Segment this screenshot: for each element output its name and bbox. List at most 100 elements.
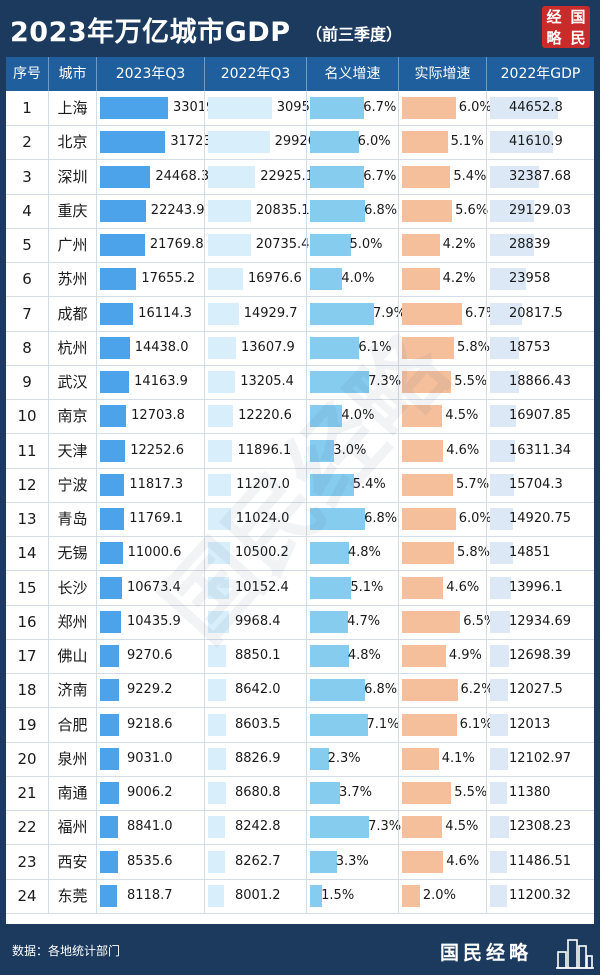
nominal-growth-cell: 6.1% [306, 330, 398, 365]
gdp-2022-cell: 12934.69 [486, 604, 594, 639]
real-growth-bar [402, 199, 453, 222]
real-growth-value: 4.1% [441, 750, 475, 766]
rank-cell: 14 [6, 536, 48, 570]
city-label: 深圳 [57, 167, 88, 186]
nominal-growth-cell: 5.1% [306, 570, 398, 605]
nominal-growth-cell: 6.0% [306, 125, 398, 160]
nominal-growth-bar [310, 234, 351, 256]
table-row: 2 北京 31723.1 29926.3 6.0% 5.1% 41610.9 [6, 125, 594, 161]
real-growth-value: 6.1% [459, 716, 493, 732]
gdp-2022q3-bar [208, 576, 229, 599]
rank-label: 4 [22, 201, 32, 220]
gdp-2022-value: 12013 [509, 716, 551, 732]
gdp-2022q3-value: 14929.7 [243, 305, 298, 321]
gdp-2023q3-value: 8118.7 [127, 887, 173, 903]
real-growth-bar [402, 371, 452, 393]
real-growth-value: 5.7% [456, 476, 490, 492]
nominal-growth-value: 6.7% [363, 100, 397, 115]
gdp-2022q3-value: 8262.7 [235, 853, 281, 869]
gdp-2023q3-value: 17655.2 [141, 271, 196, 287]
gdp-2023q3-bar [100, 302, 134, 325]
table-row: 12 宁波 11817.3 11207.0 5.4% 5.7% 15704.3 [6, 467, 594, 503]
nominal-growth-cell: 4.8% [306, 536, 398, 571]
nominal-growth-bar [310, 268, 343, 291]
gdp-2022-bar [490, 268, 527, 291]
gdp-2022-value: 14851 [509, 545, 551, 561]
real-growth-cell: 5.8% [398, 536, 490, 571]
nominal-growth-bar [310, 165, 365, 188]
gdp-2022q3-bar [208, 542, 230, 565]
city-label: 武汉 [57, 373, 88, 391]
real-growth-cell: 5.1% [398, 125, 486, 160]
city-label: 上海 [57, 99, 88, 117]
gdp-2022q3-bar [208, 439, 233, 462]
gdp-2022-cell: 13996.1 [486, 570, 594, 605]
real-growth-bar [402, 473, 454, 496]
real-growth-value: 4.6% [446, 442, 480, 458]
gdp-2022q3-cell: 14929.7 [204, 296, 306, 331]
city-cell: 郑州 [48, 604, 96, 639]
gdp-2022q3-bar [208, 884, 225, 907]
gdp-2023q3-bar [100, 576, 122, 599]
real-growth-cell: 6.7% [398, 296, 498, 331]
table-row: 3 深圳 24468.3 22925.1 6.7% 5.4% 32387.68 [6, 159, 594, 195]
gdp-2022-bar [490, 199, 535, 222]
nominal-growth-bar [310, 610, 349, 633]
header-nominal-growth: 名义增速 [306, 57, 398, 91]
rank-cell: 5 [6, 228, 48, 262]
gdp-2023q3-bar [100, 610, 122, 633]
gdp-2023q3-cell: 11000.6 [96, 536, 204, 571]
nominal-growth-bar [310, 302, 374, 325]
gdp-2023q3-value: 10673.4 [127, 579, 181, 595]
gdp-2023q3-bar [100, 165, 151, 188]
gdp-2022q3-value: 11024.0 [235, 511, 290, 526]
real-growth-cell: 5.4% [398, 159, 487, 194]
gdp-2023q3-bar [100, 473, 125, 496]
gdp-2023q3-value: 12703.8 [131, 408, 185, 424]
rank-label: 5 [22, 236, 32, 254]
gdp-2022-cell: 29129.03 [486, 193, 594, 228]
seal-char: 经 [546, 8, 562, 26]
gdp-2023q3-bar [100, 336, 130, 359]
gdp-2022q3-value: 13205.4 [240, 374, 294, 389]
nominal-growth-cell: 7.3% [306, 365, 401, 399]
gdp-2023q3-value: 11000.6 [127, 545, 182, 561]
real-growth-cell: 6.0% [398, 502, 492, 536]
gdp-2022-bar [490, 610, 510, 633]
gdp-2022q3-cell: 13205.4 [204, 365, 306, 399]
rank-cell: 23 [6, 845, 48, 879]
real-growth-bar [402, 336, 454, 359]
nominal-growth-bar [310, 199, 366, 222]
real-growth-cell: 5.6% [398, 193, 488, 228]
table-row: 6 苏州 17655.2 16976.6 4.0% 4.2% 23958 [6, 262, 594, 298]
table-row: 7 成都 16114.3 14929.7 7.9% 6.7% 20817.5 [6, 296, 594, 332]
gdp-2022q3-value: 8680.8 [235, 785, 281, 800]
nominal-growth-cell: 6.8% [306, 673, 398, 708]
nominal-growth-cell: 1.5% [306, 878, 398, 913]
real-growth-value: 5.4% [453, 168, 487, 184]
gdp-2023q3-bar [100, 782, 119, 804]
gdp-2023q3-value: 11817.3 [129, 476, 184, 492]
real-growth-bar [402, 679, 458, 702]
city-label: 长沙 [57, 578, 88, 597]
city-cell: 长沙 [48, 570, 96, 605]
gdp-2022-cell: 18866.43 [486, 365, 594, 399]
rank-cell: 3 [6, 160, 48, 194]
real-growth-value: 6.7% [465, 305, 499, 321]
gdp-2022q3-bar [208, 234, 251, 256]
gdp-2023q3-value: 16114.3 [138, 305, 192, 321]
city-label: 佛山 [57, 647, 88, 665]
gdp-2022-bar [490, 747, 509, 770]
rank-label: 22 [17, 818, 37, 837]
header-gdp-2022: 2022年GDP [486, 57, 594, 91]
skyline-icon [556, 939, 594, 969]
gdp-2022q3-bar [208, 850, 226, 873]
gdp-2022-bar [490, 473, 514, 496]
city-cell: 武汉 [48, 365, 96, 399]
gdp-2023q3-cell: 16114.3 [96, 296, 204, 331]
gdp-2022q3-cell: 20835.1 [204, 193, 310, 228]
gdp-2022-value: 11380 [509, 785, 551, 800]
nominal-growth-bar [310, 473, 354, 496]
gdp-2023q3-cell: 14163.9 [96, 365, 204, 399]
gdp-2022-value: 12698.39 [509, 648, 572, 663]
